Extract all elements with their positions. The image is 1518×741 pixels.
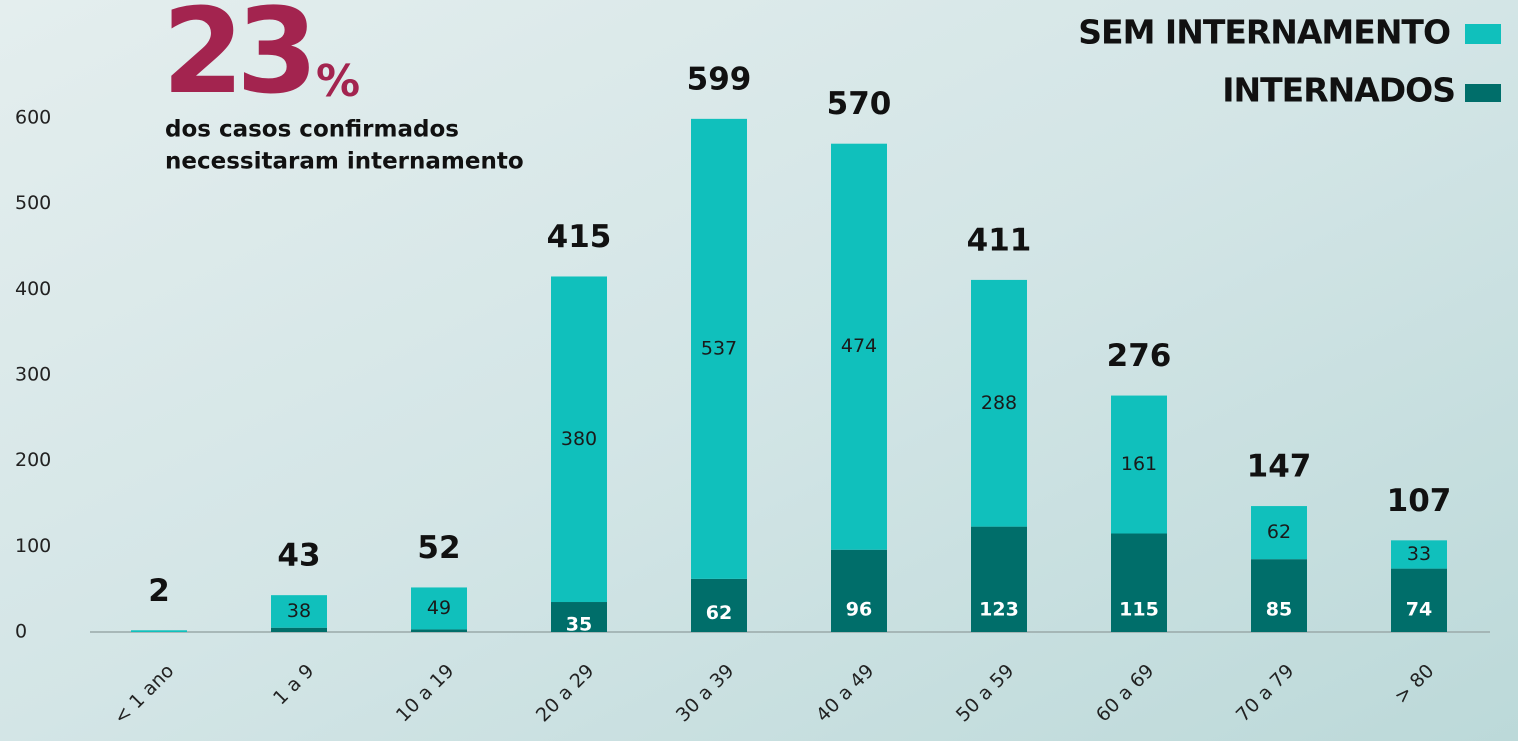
subtitle: dos casos confirmados (165, 117, 459, 143)
total-label: 411 (967, 222, 1032, 258)
y-tick-label: 300 (15, 364, 51, 386)
total-label: 107 (1387, 483, 1452, 519)
bar-segment (131, 630, 187, 632)
data-label: 38 (287, 600, 311, 622)
bar-segment (551, 276, 607, 603)
data-label: 85 (1266, 599, 1292, 621)
data-label: 62 (1267, 521, 1291, 543)
bar-segment (271, 595, 327, 628)
data-label: 288 (981, 392, 1017, 414)
y-tick-label: 500 (15, 192, 51, 214)
data-label: 115 (1119, 599, 1159, 621)
bar-segment (1391, 568, 1447, 632)
data-label: 380 (561, 428, 597, 450)
subtitle: necessitaram internamento (165, 149, 524, 175)
data-label: 35 (566, 614, 592, 636)
bar-segment (971, 526, 1027, 632)
bar-segment (411, 629, 467, 632)
data-label: 537 (701, 337, 737, 359)
total-label: 147 (1247, 449, 1312, 485)
bar-segment (1251, 559, 1307, 632)
y-tick-label: 100 (15, 535, 51, 557)
y-tick-label: 0 (15, 621, 27, 643)
data-label: 74 (1406, 599, 1432, 621)
total-label: 415 (547, 219, 612, 255)
bar-segment (551, 602, 607, 632)
data-label: 62 (706, 602, 732, 624)
y-tick-label: 200 (15, 449, 51, 471)
y-tick-label: 600 (15, 107, 51, 129)
bar-segment (691, 118, 747, 579)
legend-label: INTERNADOS (1222, 71, 1455, 110)
bar-segment (1111, 395, 1167, 534)
legend-swatch (1465, 24, 1501, 44)
data-label: 161 (1121, 453, 1157, 475)
total-label: 52 (417, 530, 460, 566)
bar-segment (831, 549, 887, 632)
headline-unit: % (316, 56, 360, 107)
total-label: 276 (1107, 338, 1172, 374)
total-label: 2 (148, 573, 170, 609)
headline-number: 23 (162, 0, 310, 120)
total-label: 43 (277, 538, 320, 574)
data-label: 49 (427, 597, 451, 619)
bar-segment (971, 279, 1027, 527)
bar-segment (1111, 533, 1167, 632)
y-tick-label: 400 (15, 278, 51, 300)
bar-segment (1251, 506, 1307, 560)
legend-swatch (1465, 84, 1501, 102)
bar-segment (411, 587, 467, 630)
bar-segment (1391, 540, 1447, 569)
legend-label: SEM INTERNAMENTO (1078, 13, 1450, 52)
total-label: 570 (827, 86, 892, 122)
data-label: 96 (846, 599, 872, 621)
bar-segment (271, 627, 327, 632)
bar-segment (831, 143, 887, 550)
total-label: 599 (687, 61, 752, 97)
data-label: 123 (979, 599, 1019, 621)
bar-segment (691, 578, 747, 632)
data-label: 474 (841, 335, 877, 357)
data-label: 33 (1407, 543, 1431, 565)
